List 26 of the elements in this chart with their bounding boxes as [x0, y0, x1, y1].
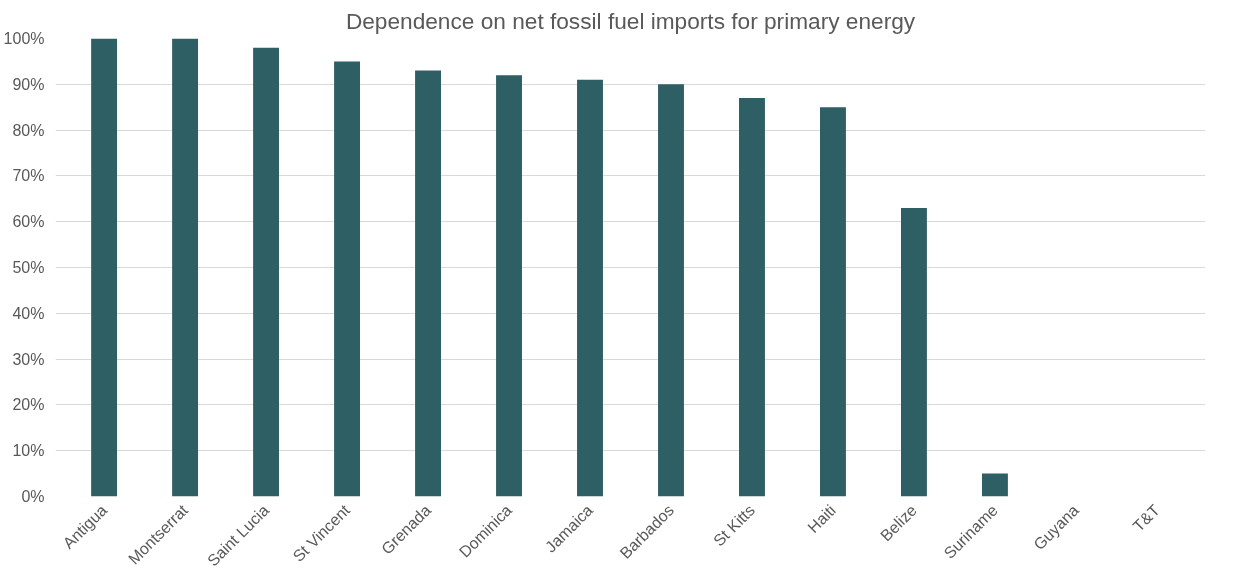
y-tick-label: 0%: [21, 488, 45, 505]
y-tick-label: 100%: [3, 30, 45, 47]
bar: [253, 47, 280, 497]
y-tick-label: 30%: [12, 350, 45, 368]
y-tick-label: 60%: [12, 213, 45, 231]
bar: [981, 473, 1008, 497]
x-tick-label: St Kitts: [710, 501, 758, 550]
bar: [658, 84, 684, 497]
y-tick-label: 70%: [12, 167, 45, 185]
bar: [739, 98, 765, 497]
x-tick-label: T&T: [1129, 501, 1164, 535]
bar: [334, 61, 361, 497]
y-tick-label: 50%: [12, 259, 45, 276]
y-tick-label: 20%: [12, 396, 45, 414]
y-tick-label: 10%: [12, 442, 45, 460]
bar: [900, 207, 927, 497]
bar: [496, 75, 522, 497]
bar: [577, 79, 603, 497]
bar: [91, 38, 118, 497]
bar: [415, 70, 441, 497]
y-tick-label: 40%: [12, 304, 45, 322]
y-tick-label: 90%: [12, 75, 45, 93]
bar: [820, 107, 846, 497]
chart-title: Dependence on net fossil fuel imports for primary energy: [345, 7, 916, 34]
y-tick-label: 80%: [12, 121, 45, 139]
bar: [172, 38, 199, 497]
